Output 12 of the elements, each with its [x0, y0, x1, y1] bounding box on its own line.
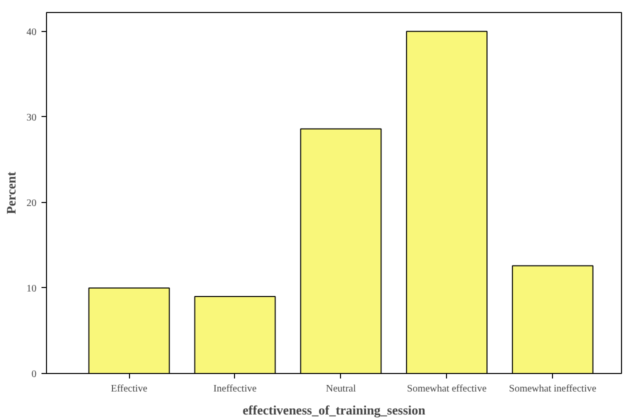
y-tick-label: 10 — [26, 283, 36, 294]
y-tick-label: 20 — [26, 198, 36, 209]
x-tick-label: Effective — [110, 384, 148, 394]
x-tick-label: Somewhat effective — [407, 384, 488, 394]
x-axis-title: effectiveness_of_training_session — [242, 402, 426, 418]
y-axis-title: Percent — [4, 171, 18, 214]
x-tick-label: Neutral — [326, 384, 356, 394]
y-tick-label: 40 — [26, 26, 36, 38]
x-tick-label: Ineffective — [213, 384, 258, 394]
y-tick-label: 30 — [26, 112, 36, 124]
x-tick-label: Somewhat ineffective — [509, 384, 597, 394]
y-tick-label: 0 — [32, 369, 36, 380]
